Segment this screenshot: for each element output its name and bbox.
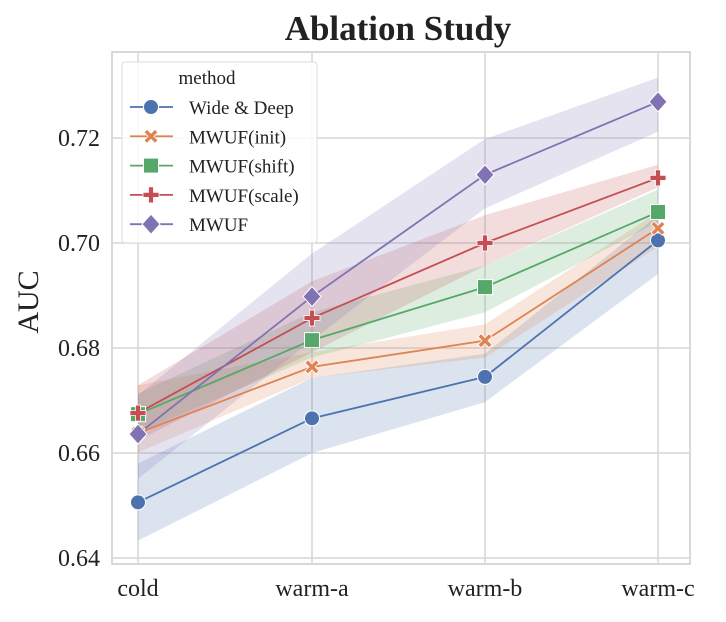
- legend-marker-plus-icon: [142, 186, 160, 204]
- legend-label: MWUF(init): [189, 127, 286, 148]
- data-point-0-2: [477, 368, 493, 385]
- ci-band-4: [138, 77, 658, 479]
- data-point-1-2: [477, 333, 493, 349]
- y-tick-label: 0.64: [58, 546, 100, 572]
- series-line-4: [137, 100, 659, 435]
- data-point-2-3: [650, 204, 666, 221]
- y-tick-label: 0.70: [58, 231, 100, 257]
- data-point-1-3: [650, 220, 666, 236]
- x-tick-label: warm-a: [275, 576, 349, 602]
- data-point-3-3: [649, 169, 667, 187]
- ci-band-2: [138, 189, 658, 434]
- y-axis-label: AUC: [12, 270, 45, 333]
- plot-frame: [111, 51, 691, 565]
- x-tick-label: warm-c: [621, 576, 694, 602]
- legend-marker-square-icon: [143, 157, 159, 174]
- x-tick-labels: cold warm-a warm-b warm-c: [117, 576, 694, 602]
- legend-label: MWUF(shift): [189, 157, 295, 178]
- ci-band-0: [138, 215, 658, 541]
- data-point-2-2: [477, 279, 493, 296]
- y-tick-label: 0.72: [58, 126, 100, 152]
- legend-label: MWUF(scale): [189, 186, 299, 207]
- data-point-0-1: [304, 410, 320, 427]
- legend-marker-diamond-icon: [141, 213, 161, 235]
- confidence-bands: [138, 77, 658, 541]
- data-point-2-1: [304, 332, 320, 349]
- data-point-3-1: [303, 309, 321, 327]
- data-point-4-0: [128, 423, 148, 445]
- chart-title: Ablation Study: [285, 9, 512, 48]
- legend-label: Wide & Deep: [189, 98, 294, 119]
- data-point-0-3: [650, 232, 666, 249]
- data-point-1-1: [304, 359, 320, 375]
- y-tick-label: 0.68: [58, 336, 100, 362]
- y-tick-labels: 0.64 0.66 0.68 0.70 0.72: [58, 126, 100, 572]
- y-tick-label: 0.66: [58, 441, 100, 467]
- data-point-4-3: [648, 91, 668, 113]
- legend: method Wide & Deep MWUF(init) MWUF(shift) M…: [121, 61, 318, 244]
- data-point-4-2: [475, 164, 495, 186]
- x-tick-label: cold: [117, 576, 158, 602]
- data-point-3-2: [476, 234, 494, 252]
- series-lines: [137, 100, 659, 504]
- series-line-2: [137, 211, 659, 415]
- data-point-4-1: [302, 285, 322, 308]
- legend-marker-circle-icon: [143, 99, 159, 115]
- series-line-1: [137, 227, 659, 434]
- legend-title: method: [179, 68, 236, 89]
- series-line-0: [137, 239, 659, 504]
- series-markers: [128, 91, 668, 511]
- legend-label: MWUF: [189, 215, 248, 236]
- data-point-0-0: [130, 494, 146, 511]
- data-point-3-0: [129, 404, 147, 422]
- ci-band-1: [138, 212, 658, 453]
- legend-marker-x-icon: [143, 128, 159, 144]
- ci-band-3: [138, 164, 658, 441]
- x-tick-label: warm-b: [448, 576, 523, 602]
